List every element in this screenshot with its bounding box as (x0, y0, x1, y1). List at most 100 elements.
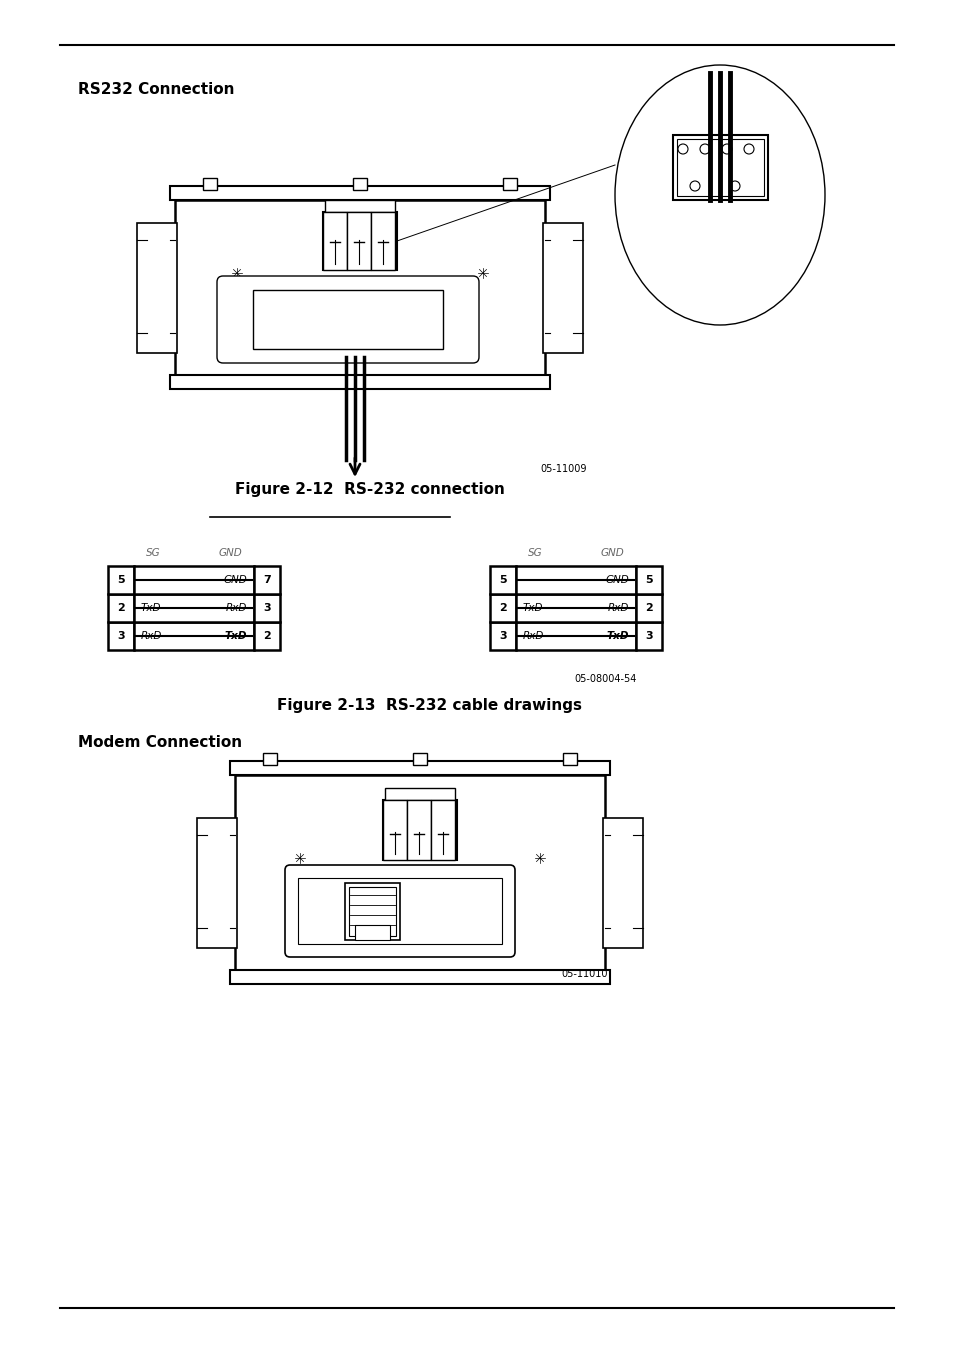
Bar (407, 801, 431, 860)
Bar (174, 200, 544, 375)
Text: 05-11010: 05-11010 (560, 969, 607, 979)
Bar (108, 594, 133, 622)
Bar (502, 178, 517, 190)
Bar (353, 178, 367, 190)
Bar (516, 622, 636, 649)
Bar (345, 883, 399, 940)
Bar (297, 878, 501, 944)
Bar (230, 761, 609, 775)
Bar (355, 925, 390, 940)
Circle shape (424, 308, 431, 315)
Text: 3: 3 (117, 630, 125, 641)
Text: 3: 3 (498, 630, 506, 641)
Bar (323, 212, 347, 270)
Bar (133, 566, 253, 594)
Bar (490, 566, 516, 594)
Bar (253, 290, 442, 350)
Text: RxD: RxD (226, 603, 247, 613)
Text: Figure 2-12  RS-232 connection: Figure 2-12 RS-232 connection (234, 482, 504, 497)
Bar (382, 801, 456, 860)
Text: 5: 5 (117, 575, 125, 585)
Text: Figure 2-13  RS-232 cable drawings: Figure 2-13 RS-232 cable drawings (277, 698, 582, 713)
Bar (413, 753, 427, 765)
Text: 5: 5 (498, 575, 506, 585)
Bar (636, 622, 661, 649)
Bar (542, 223, 582, 352)
Bar (677, 139, 763, 196)
Bar (382, 801, 407, 860)
Circle shape (453, 315, 464, 325)
Bar (203, 178, 216, 190)
Text: GND: GND (604, 575, 628, 585)
Bar (325, 200, 395, 212)
Ellipse shape (615, 65, 824, 325)
Bar (636, 566, 661, 594)
Bar (431, 801, 455, 860)
Circle shape (355, 254, 363, 262)
Text: 2: 2 (263, 630, 271, 641)
Text: SG: SG (146, 548, 160, 558)
Circle shape (729, 181, 740, 190)
Text: 2: 2 (498, 603, 506, 613)
FancyBboxPatch shape (216, 275, 478, 363)
Circle shape (272, 327, 278, 333)
Text: 3: 3 (263, 603, 271, 613)
Bar (196, 818, 236, 948)
Text: 05-11009: 05-11009 (539, 464, 586, 474)
Bar (263, 753, 276, 765)
Bar (516, 566, 636, 594)
Bar (323, 212, 396, 270)
Bar (349, 887, 395, 936)
Text: RxD: RxD (607, 603, 628, 613)
Text: GND: GND (218, 548, 242, 558)
Text: RS232 Connection: RS232 Connection (78, 82, 234, 97)
Text: SG: SG (527, 548, 542, 558)
Circle shape (384, 308, 391, 315)
Text: GND: GND (223, 575, 247, 585)
Circle shape (678, 144, 687, 154)
Text: RxD: RxD (522, 630, 544, 641)
Bar (636, 594, 661, 622)
Text: 2: 2 (644, 603, 652, 613)
Bar (347, 212, 371, 270)
Text: TxD: TxD (606, 630, 628, 641)
Text: TxD: TxD (224, 630, 247, 641)
Bar (253, 622, 280, 649)
Bar (170, 186, 550, 200)
Text: Modem Connection: Modem Connection (78, 734, 242, 751)
Ellipse shape (448, 309, 461, 331)
Bar (133, 622, 253, 649)
Text: 7: 7 (263, 575, 271, 585)
Bar (490, 622, 516, 649)
Text: 3: 3 (644, 630, 652, 641)
Circle shape (743, 144, 753, 154)
Circle shape (371, 327, 377, 333)
Circle shape (700, 144, 709, 154)
Ellipse shape (233, 309, 248, 331)
Text: RxD: RxD (141, 630, 162, 641)
Text: TxD: TxD (522, 603, 543, 613)
Bar (562, 753, 577, 765)
Bar (602, 818, 642, 948)
FancyBboxPatch shape (285, 865, 515, 957)
Circle shape (231, 315, 243, 325)
Circle shape (689, 181, 700, 190)
Bar (137, 223, 177, 352)
Bar (108, 566, 133, 594)
Bar (133, 594, 253, 622)
Text: 5: 5 (644, 575, 652, 585)
Bar (490, 594, 516, 622)
Circle shape (331, 254, 338, 262)
Circle shape (721, 144, 731, 154)
Circle shape (344, 308, 351, 315)
Bar (516, 594, 636, 622)
Text: TxD: TxD (141, 603, 161, 613)
Bar (672, 135, 767, 200)
Bar (385, 788, 455, 801)
Circle shape (264, 308, 272, 315)
Bar (253, 566, 280, 594)
Bar (170, 375, 550, 389)
Bar (371, 212, 395, 270)
Circle shape (304, 308, 312, 315)
Circle shape (420, 327, 427, 333)
